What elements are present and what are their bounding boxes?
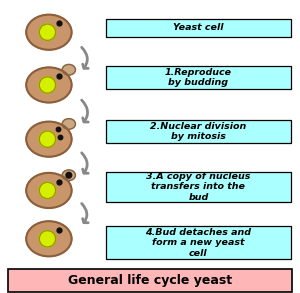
- Ellipse shape: [26, 67, 72, 103]
- Ellipse shape: [39, 131, 56, 147]
- Ellipse shape: [26, 122, 72, 157]
- Ellipse shape: [26, 15, 72, 50]
- Ellipse shape: [26, 221, 72, 256]
- FancyBboxPatch shape: [106, 120, 291, 143]
- Ellipse shape: [39, 24, 56, 40]
- Ellipse shape: [39, 77, 56, 93]
- Text: 4.Bud detaches and
form a new yeast
cell: 4.Bud detaches and form a new yeast cell: [145, 228, 251, 258]
- FancyBboxPatch shape: [106, 171, 291, 202]
- Text: 1.Reproduce
by budding: 1.Reproduce by budding: [165, 68, 232, 87]
- FancyBboxPatch shape: [106, 19, 291, 37]
- Ellipse shape: [62, 170, 75, 180]
- Ellipse shape: [62, 119, 75, 129]
- Ellipse shape: [26, 173, 72, 208]
- Ellipse shape: [62, 64, 75, 75]
- Ellipse shape: [39, 231, 56, 247]
- Text: 3.A copy of nucleus
transfers into the
bud: 3.A copy of nucleus transfers into the b…: [146, 172, 250, 202]
- FancyBboxPatch shape: [106, 66, 291, 89]
- FancyBboxPatch shape: [106, 226, 291, 259]
- Text: Yeast cell: Yeast cell: [173, 23, 224, 32]
- Text: General life cycle yeast: General life cycle yeast: [68, 274, 232, 287]
- FancyBboxPatch shape: [8, 269, 292, 292]
- Ellipse shape: [39, 182, 56, 199]
- Text: 2.Nuclear division
by mitosis: 2.Nuclear division by mitosis: [150, 122, 247, 141]
- Ellipse shape: [66, 172, 72, 178]
